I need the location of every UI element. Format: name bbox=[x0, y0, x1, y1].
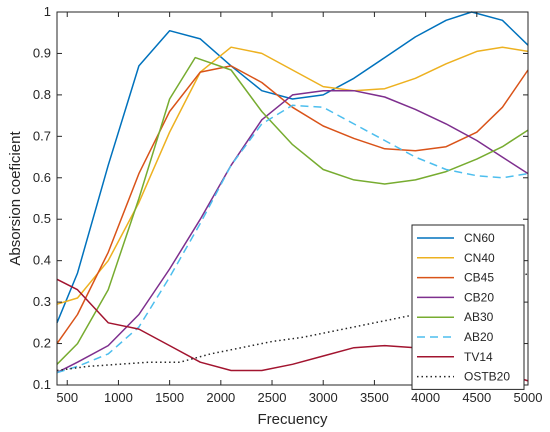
legend: CN60 CN40 CB45 CB20 AB30 AB20 TV14 OSTB20 bbox=[411, 224, 525, 390]
series-line-ab20 bbox=[56, 104, 529, 374]
y-tick-label: 0.2 bbox=[33, 336, 51, 351]
plot-frame bbox=[56, 11, 529, 386]
series-line-cn40 bbox=[56, 46, 529, 305]
series-line-cb45 bbox=[56, 65, 529, 345]
x-tick-label: 3000 bbox=[309, 390, 338, 405]
y-axis-title: Absorsion coeficient bbox=[7, 131, 24, 266]
legend-label: CB20 bbox=[464, 290, 494, 304]
x-tick-label: 2000 bbox=[206, 390, 235, 405]
x-tick-label: 2500 bbox=[258, 390, 287, 405]
y-tick-label: 0.6 bbox=[33, 170, 51, 185]
legend-label: TV14 bbox=[464, 350, 493, 364]
y-tick-label: 0.9 bbox=[33, 45, 51, 60]
x-tick-label: 3500 bbox=[360, 390, 389, 405]
y-tick-label: 0.5 bbox=[33, 211, 51, 226]
y-tick-label: 0.3 bbox=[33, 294, 51, 309]
legend-label: CN60 bbox=[464, 231, 495, 245]
x-tick-label: 1000 bbox=[104, 390, 133, 405]
legend-label: AB30 bbox=[464, 310, 494, 324]
series-line-ab30 bbox=[56, 56, 529, 365]
x-tick-label: 4000 bbox=[411, 390, 440, 405]
x-axis-title: Frecuency bbox=[257, 411, 328, 428]
legend-label: CB45 bbox=[464, 271, 494, 285]
y-tick-label: 1 bbox=[44, 4, 51, 19]
y-tick-label: 0.1 bbox=[33, 377, 51, 392]
x-tick-label: 4500 bbox=[462, 390, 491, 405]
y-tick-label: 0.8 bbox=[33, 87, 51, 102]
ticks-layer: 500 1000 1500 2000 2500 3000 3500 4000 4500 5000 0… bbox=[33, 4, 543, 405]
series-line-cn60 bbox=[56, 11, 529, 324]
legend-label: OSTB20 bbox=[464, 370, 510, 384]
legend-label: CN40 bbox=[464, 251, 495, 265]
x-tick-label: 5000 bbox=[514, 390, 543, 405]
y-tick-label: 0.4 bbox=[33, 253, 51, 268]
x-tick-label: 1500 bbox=[155, 390, 184, 405]
legend-label: AB20 bbox=[464, 330, 494, 344]
x-tick-label: 500 bbox=[56, 390, 78, 405]
series-line-cb20 bbox=[56, 89, 529, 374]
legend-box bbox=[411, 224, 525, 390]
series-line-ostb20 bbox=[56, 272, 529, 372]
y-tick-label: 0.7 bbox=[33, 128, 51, 143]
